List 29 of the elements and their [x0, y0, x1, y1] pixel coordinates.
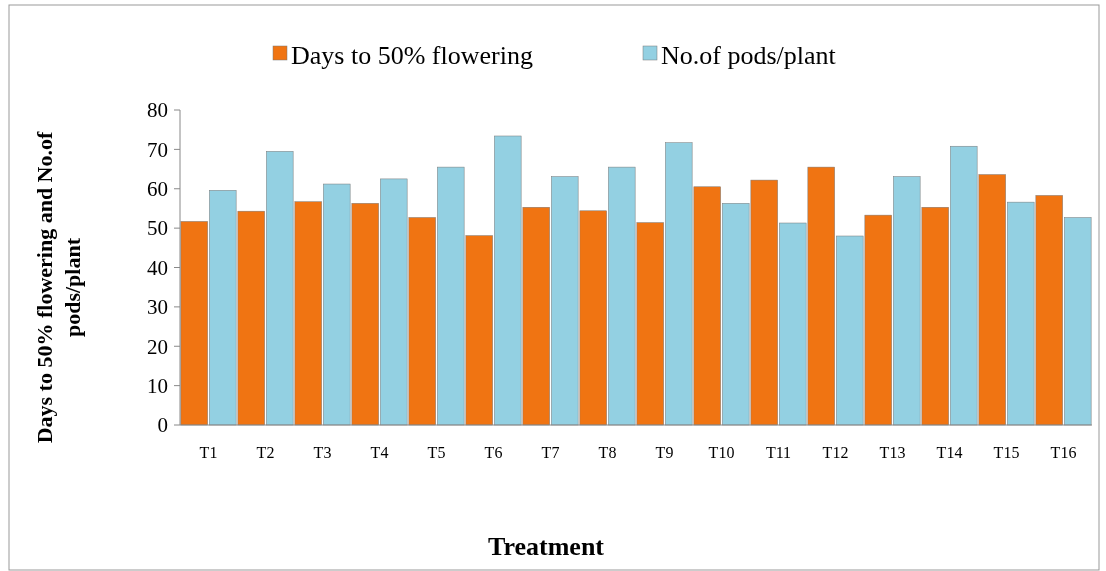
x-tick-label: T6	[484, 444, 503, 461]
x-tick-label: T3	[313, 444, 332, 461]
x-tick-label: T15	[993, 444, 1020, 461]
x-tick-label: T2	[256, 444, 275, 461]
y-tick-label: 30	[147, 295, 168, 320]
y-tick-label: 0	[157, 413, 168, 438]
legend-label: Days to 50% flowering	[291, 41, 533, 71]
x-tick-label: T11	[765, 444, 792, 461]
x-tick-label: T12	[822, 444, 849, 461]
x-tick-label: T10	[708, 444, 735, 461]
x-tick-label: T4	[370, 444, 389, 461]
y-tick-label: 20	[147, 334, 168, 359]
x-tick-label: T9	[655, 444, 674, 461]
x-tick-label: T14	[936, 444, 963, 461]
y-axis-title: Days to 50% flowering and No.of pods/plant	[32, 131, 85, 444]
x-tick-label: T7	[541, 444, 560, 461]
y-tick-label: 10	[147, 373, 168, 398]
x-tick-label: T5	[427, 444, 446, 461]
y-tick-label: 80	[147, 98, 168, 123]
x-tick-label: T13	[879, 444, 906, 461]
x-tick-label: T16	[1050, 444, 1077, 461]
x-tick-label: T8	[598, 444, 617, 461]
y-tick-label: 70	[147, 137, 168, 162]
x-tick-label: T1	[199, 444, 218, 461]
legend-label: No.of pods/plant	[661, 41, 837, 71]
y-tick-label: 40	[147, 255, 168, 280]
x-axis-title: Treatment	[488, 532, 605, 561]
y-tick-label: 50	[147, 216, 168, 241]
y-tick-label: 60	[147, 177, 168, 202]
